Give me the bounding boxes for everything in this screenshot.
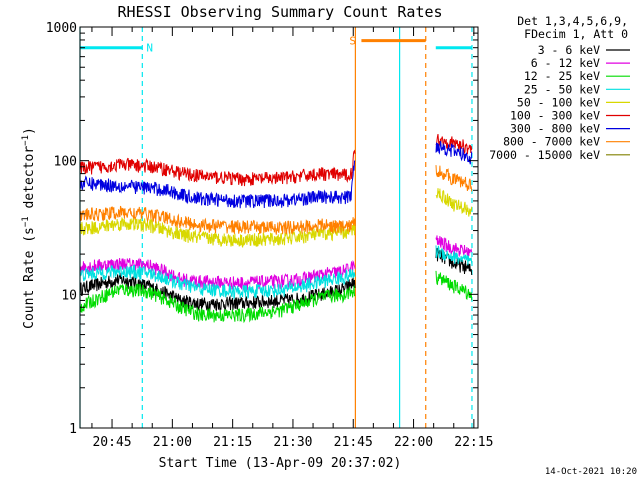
legend-label: 12 - 25 keV xyxy=(524,69,600,83)
x-tick-labels: 20:45 21:00 21:15 21:30 21:45 22:00 22:15 xyxy=(92,435,493,450)
series-line xyxy=(79,133,473,187)
legend: Det 1,3,4,5,6,9, FDecim 1, Att 0 3 - 6 k… xyxy=(489,14,630,162)
y-tick-label: 1 xyxy=(69,422,77,437)
legend-label: 800 - 7000 keV xyxy=(503,135,600,149)
series-line xyxy=(79,235,473,291)
y-axis-label: Count Rate (s−1 detector−1) xyxy=(21,127,37,329)
legend-label: 6 - 12 keV xyxy=(531,56,600,70)
state-bar-label: N xyxy=(146,42,153,55)
legend-header-line: FDecim 1, Att 0 xyxy=(524,27,628,41)
legend-label: 7000 - 15000 keV xyxy=(489,148,600,162)
x-tick-label: 22:15 xyxy=(454,435,493,450)
x-axis-label: Start Time (13-Apr-09 20:37:02) xyxy=(159,456,402,471)
series-lines xyxy=(79,133,473,324)
x-tick-label: 21:30 xyxy=(273,435,312,450)
plot-frame xyxy=(79,26,479,429)
x-tick-label: 21:45 xyxy=(334,435,373,450)
plot-area: NS xyxy=(79,26,479,429)
series-line xyxy=(79,247,473,313)
timestamp: 14-Oct-2021 10:20 xyxy=(545,467,637,477)
x-tick-label: 20:45 xyxy=(92,435,131,450)
y-tick-label: 100 xyxy=(54,155,77,170)
series-line xyxy=(79,141,473,209)
state-bars: NS xyxy=(80,35,472,55)
legend-label: 300 - 800 keV xyxy=(510,122,600,136)
y-tick-label: 10 xyxy=(61,288,77,303)
y-tick-label: 1000 xyxy=(46,21,77,36)
y-tick-labels: 1 10 100 1000 xyxy=(46,21,77,437)
x-tick-label: 21:00 xyxy=(153,435,192,450)
series-line xyxy=(79,165,473,235)
chart-title: RHESSI Observing Summary Count Rates xyxy=(117,3,442,21)
x-tick-label: 21:15 xyxy=(213,435,252,450)
series-line xyxy=(79,188,473,248)
state-bar-label: S xyxy=(349,35,356,48)
legend-label: 100 - 300 keV xyxy=(510,109,600,123)
series-line xyxy=(79,245,473,301)
legend-label: 25 - 50 keV xyxy=(524,82,600,96)
series-line xyxy=(79,270,473,324)
legend-label: 50 - 100 keV xyxy=(517,95,600,109)
legend-label: 3 - 6 keV xyxy=(538,43,600,57)
x-tick-label: 22:00 xyxy=(394,435,433,450)
legend-header-line: Det 1,3,4,5,6,9, xyxy=(517,14,628,28)
axis-ticks xyxy=(80,27,478,429)
